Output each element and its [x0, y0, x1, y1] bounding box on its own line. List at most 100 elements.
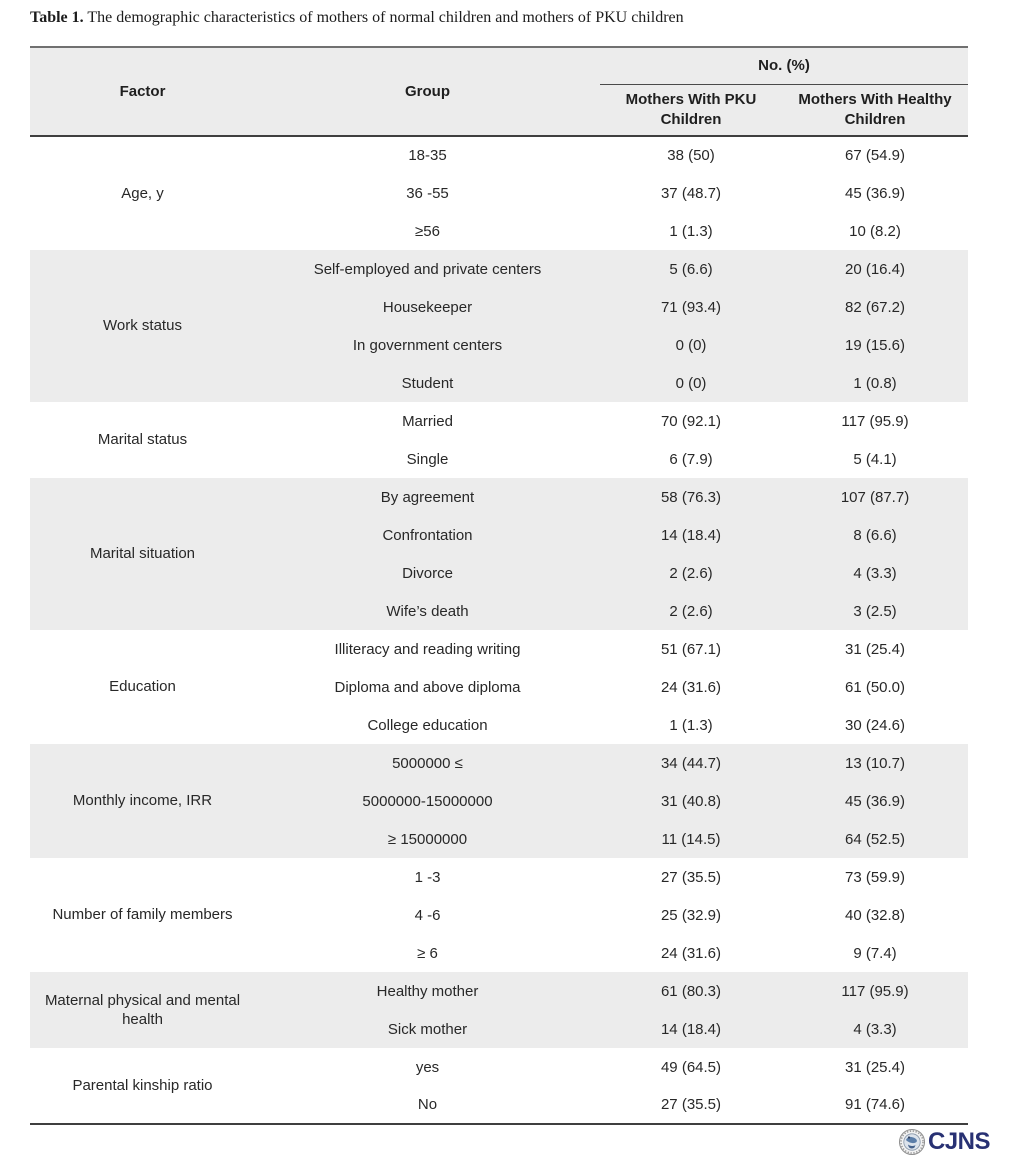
group-cell: Sick mother: [255, 1010, 600, 1048]
group-cell: 36 -55: [255, 174, 600, 212]
pku-value-cell: 1 (1.3): [600, 212, 782, 250]
table-title: Table 1. The demographic characteristics…: [30, 9, 970, 27]
factor-cell: Marital situation: [30, 478, 255, 630]
group-cell: Single: [255, 440, 600, 478]
group-cell: Housekeeper: [255, 288, 600, 326]
table-header: Factor Group No. (%) Mothers With PKU Ch…: [30, 47, 969, 136]
healthy-value-cell: 117 (95.9): [782, 972, 969, 1010]
group-cell: ≥56: [255, 212, 600, 250]
pku-value-cell: 25 (32.9): [600, 896, 782, 934]
table-row: In government centers 0 (0) 19 (15.6): [30, 326, 969, 364]
header-factor: Factor: [30, 47, 255, 136]
table-row: Housekeeper 71 (93.4) 82 (67.2): [30, 288, 969, 326]
pku-value-cell: 51 (67.1): [600, 630, 782, 668]
table-row: Single 6 (7.9) 5 (4.1): [30, 440, 969, 478]
healthy-value-cell: 4 (3.3): [782, 554, 969, 592]
pku-value-cell: 2 (2.6): [600, 592, 782, 630]
group-cell: In government centers: [255, 326, 600, 364]
pku-value-cell: 31 (40.8): [600, 782, 782, 820]
healthy-value-cell: 61 (50.0): [782, 668, 969, 706]
table-row: Divorce 2 (2.6) 4 (3.3): [30, 554, 969, 592]
group-cell: Confrontation: [255, 516, 600, 554]
pku-value-cell: 38 (50): [600, 136, 782, 174]
table-row: Sick mother 14 (18.4) 4 (3.3): [30, 1010, 969, 1048]
pku-value-cell: 34 (44.7): [600, 744, 782, 782]
pku-value-cell: 61 (80.3): [600, 972, 782, 1010]
header-no-pct: No. (%): [600, 47, 969, 85]
group-cell: 5000000 ≤: [255, 744, 600, 782]
group-cell: Illiteracy and reading writing: [255, 630, 600, 668]
pku-value-cell: 24 (31.6): [600, 668, 782, 706]
demographics-table: Factor Group No. (%) Mothers With PKU Ch…: [30, 46, 969, 1125]
pku-value-cell: 14 (18.4): [600, 1010, 782, 1048]
pku-value-cell: 0 (0): [600, 364, 782, 402]
healthy-value-cell: 5 (4.1): [782, 440, 969, 478]
table-title-text: The demographic characteristics of mothe…: [83, 9, 684, 26]
table-row: 36 -55 37 (48.7) 45 (36.9): [30, 174, 969, 212]
group-cell: Diploma and above diploma: [255, 668, 600, 706]
group-cell: ≥ 6: [255, 934, 600, 972]
healthy-value-cell: 67 (54.9): [782, 136, 969, 174]
table-row: College education 1 (1.3) 30 (24.6): [30, 706, 969, 744]
factor-cell: Parental kinship ratio: [30, 1048, 255, 1124]
healthy-value-cell: 107 (87.7): [782, 478, 969, 516]
table-row: ≥56 1 (1.3) 10 (8.2): [30, 212, 969, 250]
pku-value-cell: 49 (64.5): [600, 1048, 782, 1086]
table-row: Marital situation By agreement 58 (76.3) 10…: [30, 478, 969, 630]
table-row: Wife’s death 2 (2.6) 3 (2.5): [30, 592, 969, 630]
table-row: ≥ 15000000 11 (14.5) 64 (52.5): [30, 820, 969, 858]
table-row: Confrontation 14 (18.4) 8 (6.6): [30, 516, 969, 554]
pku-value-cell: 6 (7.9): [600, 440, 782, 478]
table-body: Age, y 18-35 38 (50) 67 (54.9) 36 -55 37 (48.…: [30, 136, 969, 1124]
table-row: Number of family members 1 -3 27 (35.5) 73 …: [30, 858, 969, 972]
healthy-value-cell: 45 (36.9): [782, 782, 969, 820]
table-title-label: Table 1.: [30, 9, 84, 26]
pku-value-cell: 27 (35.5): [600, 858, 782, 896]
healthy-value-cell: 117 (95.9): [782, 402, 969, 440]
group-cell: Wife’s death: [255, 592, 600, 630]
pku-value-cell: 11 (14.5): [600, 820, 782, 858]
header-group: Group: [255, 47, 600, 136]
group-cell: By agreement: [255, 478, 600, 516]
pku-value-cell: 1 (1.3): [600, 706, 782, 744]
table-row: Age, y 18-35 38 (50) 67 (54.9): [30, 136, 969, 250]
factor-cell: Maternal physical and mental health: [30, 972, 255, 1048]
journal-logo-text: CJNS: [927, 1128, 991, 1155]
pku-value-cell: 14 (18.4): [600, 516, 782, 554]
healthy-value-cell: 31 (25.4): [782, 630, 969, 668]
group-cell: Self-employed and private centers: [255, 250, 600, 288]
factor-cell: Number of family members: [30, 858, 255, 972]
factor-cell: Education: [30, 630, 255, 744]
header-mothers-pku: Mothers With PKU Children: [600, 84, 782, 136]
healthy-value-cell: 82 (67.2): [782, 288, 969, 326]
factor-cell: Age, y: [30, 136, 255, 250]
table-row: Work status Self-employed and private cen…: [30, 250, 969, 402]
group-cell: 5000000-15000000: [255, 782, 600, 820]
pku-value-cell: 58 (76.3): [600, 478, 782, 516]
group-cell: Divorce: [255, 554, 600, 592]
pku-value-cell: 24 (31.6): [600, 934, 782, 972]
group-cell: ≥ 15000000: [255, 820, 600, 858]
table-row: Parental kinship ratio yes 49 (64.5) 31 (25…: [30, 1048, 969, 1124]
table-row: Marital status Married 70 (92.1) 117 (95.9): [30, 402, 969, 478]
group-cell: 1 -3: [255, 858, 600, 896]
pku-value-cell: 2 (2.6): [600, 554, 782, 592]
table-row: ≥ 6 24 (31.6) 9 (7.4): [30, 934, 969, 972]
factor-cell: Marital status: [30, 402, 255, 478]
factor-cell: Monthly income, IRR: [30, 744, 255, 858]
header-row-span: Factor Group No. (%): [30, 47, 969, 136]
group-cell: Married: [255, 402, 600, 440]
pku-value-cell: 70 (92.1): [600, 402, 782, 440]
healthy-value-cell: 3 (2.5): [782, 592, 969, 630]
pku-value-cell: 27 (35.5): [600, 1086, 782, 1124]
table-row: 5000000-15000000 31 (40.8) 45 (36.9): [30, 782, 969, 820]
healthy-value-cell: 9 (7.4): [782, 934, 969, 972]
healthy-value-cell: 73 (59.9): [782, 858, 969, 896]
healthy-value-cell: 91 (74.6): [782, 1086, 969, 1124]
group-cell: yes: [255, 1048, 600, 1086]
group-cell: No: [255, 1086, 600, 1124]
pku-value-cell: 0 (0): [600, 326, 782, 364]
healthy-value-cell: 45 (36.9): [782, 174, 969, 212]
healthy-value-cell: 64 (52.5): [782, 820, 969, 858]
group-cell: Healthy mother: [255, 972, 600, 1010]
